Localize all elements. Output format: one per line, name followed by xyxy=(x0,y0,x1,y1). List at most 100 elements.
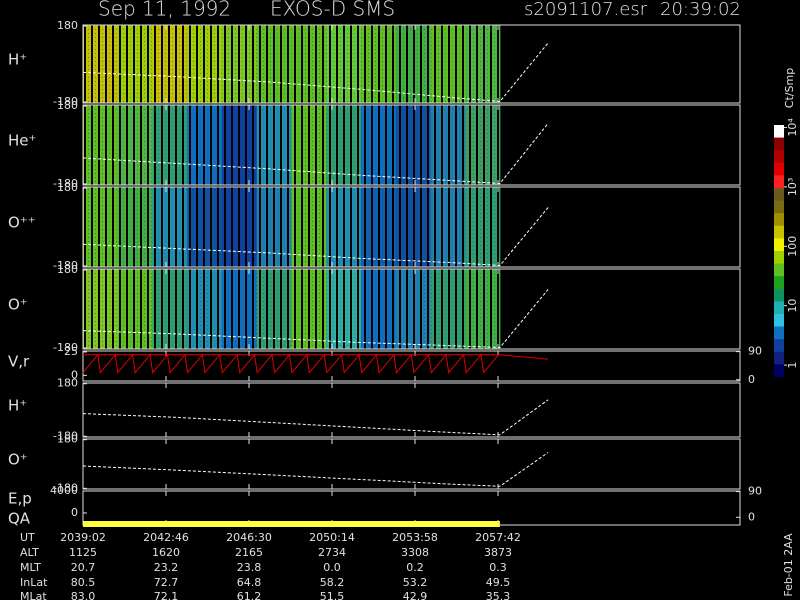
colorbar-tick-label: 1 xyxy=(786,362,799,369)
y-tick-label: 180 xyxy=(57,263,78,276)
y2-tick-label: 0 xyxy=(748,510,755,523)
footer-row-label: MLat xyxy=(20,590,47,600)
footer-cell: 0.2 xyxy=(406,561,424,574)
colorbar-swatch xyxy=(774,162,784,176)
y2-tick-label: 0 xyxy=(748,373,755,386)
colorbar-swatch xyxy=(774,175,784,189)
colorbar-swatch xyxy=(774,137,784,151)
colorbar-swatch xyxy=(774,276,784,290)
footer-cell: 72.1 xyxy=(154,590,179,600)
data-line xyxy=(82,399,549,436)
panel-frame xyxy=(82,490,741,526)
colorbar-swatch xyxy=(774,314,784,327)
data-line xyxy=(82,42,549,103)
data-line xyxy=(82,452,549,487)
colorbar-swatch xyxy=(774,150,784,164)
footer-cell: 61.2 xyxy=(237,590,262,600)
spectrogram-stripes xyxy=(83,269,500,349)
footer-cell: 2050:14 xyxy=(309,531,355,544)
y-tick-label: 0 xyxy=(71,506,78,519)
footer-row-label: UT xyxy=(20,531,35,544)
colorbar-swatch xyxy=(774,339,784,353)
colorbar-title: Ct/Smp xyxy=(783,68,796,108)
y2-tick-label: 90 xyxy=(748,345,762,358)
footer-cell: 2053:58 xyxy=(392,531,438,544)
footer-cell: 49.5 xyxy=(486,576,511,589)
panel-frame xyxy=(82,350,741,382)
colorbar-tick-label: 100 xyxy=(786,236,799,257)
colorbar-tick-label: 10 xyxy=(786,299,799,313)
colorbar-swatch xyxy=(774,225,784,239)
panel-label: H⁺ xyxy=(8,51,27,69)
footer-cell: 2734 xyxy=(318,546,346,559)
footer-cell: 1125 xyxy=(69,546,97,559)
colorbar-swatch xyxy=(774,301,784,315)
panel-label: O⁺ xyxy=(8,296,28,314)
footer-cell: 64.8 xyxy=(237,576,262,589)
y-tick-label: 4000 xyxy=(50,484,78,497)
footer-cell: 20.7 xyxy=(71,561,96,574)
colorbar-tick-label: 10⁴ xyxy=(786,118,799,137)
panel-label: E,p xyxy=(8,490,32,508)
y-tick-label: -180 xyxy=(53,341,78,354)
y-tick-label: 180 xyxy=(57,433,78,446)
footer-cell: 42.9 xyxy=(403,590,428,600)
colorbar-swatch xyxy=(774,200,784,214)
colorbar-swatch xyxy=(774,326,784,340)
footer-cell: 53.2 xyxy=(403,576,428,589)
y-tick-label: -180 xyxy=(53,259,78,272)
footer-cell: 51.5 xyxy=(320,590,345,600)
colorbar-swatch xyxy=(774,364,784,378)
data-line xyxy=(82,289,549,349)
panel-label: H⁺ xyxy=(8,397,27,415)
y2-tick-label: 90 xyxy=(748,485,762,498)
footer-cell: 23.8 xyxy=(237,561,262,574)
spectrogram-stripes xyxy=(83,187,500,267)
footer-cell: 2046:30 xyxy=(226,531,272,544)
qa-bar xyxy=(83,521,500,527)
footer-cell: 2165 xyxy=(235,546,263,559)
footer-cell: 2039:02 xyxy=(60,531,106,544)
header-file: s2091107.esr xyxy=(524,0,648,20)
colorbar-swatch xyxy=(774,238,784,252)
panel-label: O⁺ xyxy=(8,451,28,469)
panel-label: O⁺⁺ xyxy=(8,214,36,232)
header-date: Sep 11, 1992 xyxy=(98,0,231,21)
panel-frame xyxy=(82,104,741,186)
footer-cell: 1620 xyxy=(152,546,180,559)
footer-cell: 35.3 xyxy=(486,590,511,600)
footer-cell: 3873 xyxy=(484,546,512,559)
footer-cell: 58.2 xyxy=(320,576,345,589)
y-tick-label: 180 xyxy=(57,99,78,112)
y-tick-label: -180 xyxy=(53,177,78,190)
footer-row-label: ALT xyxy=(20,546,39,559)
colorbar-swatch xyxy=(774,351,784,365)
y-tick-label: -180 xyxy=(53,429,78,442)
header-time: 20:39:02 xyxy=(660,0,741,20)
y-tick-label: 0 xyxy=(71,368,78,381)
y-tick-label: 180 xyxy=(57,181,78,194)
footer-cell: 2042:46 xyxy=(143,531,189,544)
spectrogram-stripes xyxy=(83,25,500,103)
panel-frame xyxy=(82,24,741,104)
footer-cell: 23.2 xyxy=(154,561,179,574)
footer-row-label: MLT xyxy=(20,561,41,574)
data-line xyxy=(83,354,549,360)
footer-cell: 3308 xyxy=(401,546,429,559)
header-instrument: EXOS-D SMS xyxy=(270,0,395,21)
panel-label: He⁺ xyxy=(8,132,36,150)
colorbar-swatch xyxy=(774,288,784,302)
data-line xyxy=(82,207,549,267)
footer-cell: 72.7 xyxy=(154,576,179,589)
panel-frame xyxy=(82,438,741,490)
spectrogram-stripes xyxy=(83,105,500,185)
panel-label: V,r xyxy=(8,353,30,371)
data-line xyxy=(82,123,549,185)
footer-cell: 80.5 xyxy=(71,576,96,589)
footer-cell: 83.0 xyxy=(71,590,96,600)
colorbar-swatch xyxy=(774,125,784,138)
panel-frame xyxy=(82,268,741,350)
colorbar-tick-label: 10³ xyxy=(786,178,799,196)
qa-label: QA xyxy=(8,510,31,528)
y-tick-label: 180 xyxy=(57,377,78,390)
